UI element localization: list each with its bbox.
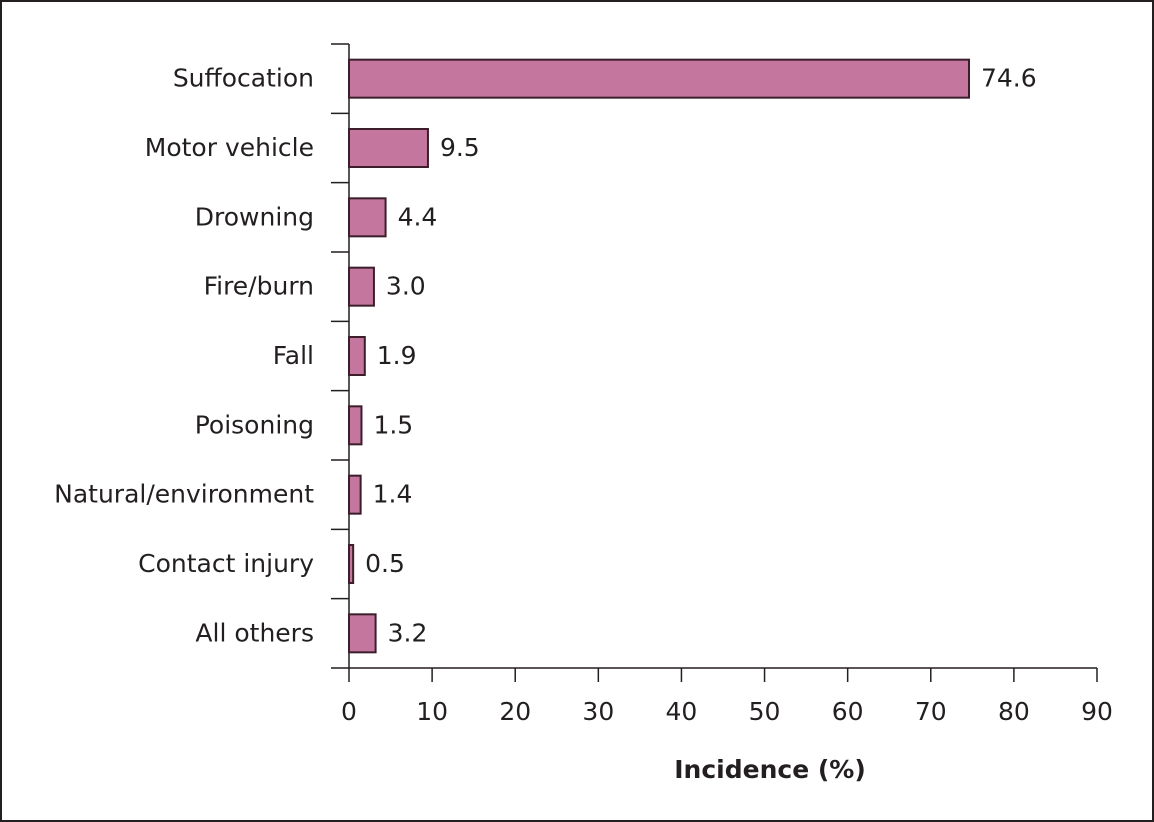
x-tick-label: 30 bbox=[582, 697, 614, 726]
x-tick-label: 50 bbox=[749, 697, 781, 726]
bar bbox=[348, 336, 366, 376]
x-tick-label: 10 bbox=[416, 697, 448, 726]
value-label: 3.2 bbox=[388, 618, 428, 647]
value-label: 1.5 bbox=[373, 410, 413, 439]
x-tick-label: 20 bbox=[499, 697, 531, 726]
bar bbox=[348, 266, 375, 307]
x-tick-label: 70 bbox=[915, 697, 947, 726]
y-tick-label: Suffocation bbox=[173, 64, 314, 93]
value-label: 0.5 bbox=[365, 549, 405, 578]
bar bbox=[348, 613, 377, 654]
value-label: 4.4 bbox=[398, 202, 438, 231]
y-tick-label: All others bbox=[195, 618, 314, 647]
y-tick-label: Natural/environment bbox=[54, 480, 314, 509]
bar bbox=[348, 405, 363, 446]
y-tick-label: Fall bbox=[273, 341, 314, 370]
y-tick-label: Contact injury bbox=[138, 549, 314, 578]
value-label: 1.9 bbox=[377, 341, 417, 370]
value-label: 1.4 bbox=[373, 480, 413, 509]
value-label: 9.5 bbox=[440, 133, 480, 162]
x-tick-label: 80 bbox=[998, 697, 1030, 726]
x-tick-label: 40 bbox=[666, 697, 698, 726]
value-label: 3.0 bbox=[386, 272, 426, 301]
x-tick-label: 0 bbox=[341, 697, 357, 726]
value-label: 74.6 bbox=[981, 64, 1037, 93]
bar bbox=[348, 197, 387, 238]
bar bbox=[348, 474, 362, 515]
y-tick-label: Poisoning bbox=[195, 410, 314, 439]
x-tick-label: 90 bbox=[1081, 697, 1113, 726]
y-tick-label: Drowning bbox=[195, 202, 314, 231]
x-axis-title: Incidence (%) bbox=[674, 755, 866, 784]
y-tick-label: Fire/burn bbox=[204, 272, 314, 301]
bar bbox=[348, 544, 355, 584]
y-tick-label: Motor vehicle bbox=[145, 133, 314, 162]
x-tick-label: 60 bbox=[832, 697, 864, 726]
bar bbox=[348, 58, 971, 99]
bar bbox=[348, 128, 429, 168]
